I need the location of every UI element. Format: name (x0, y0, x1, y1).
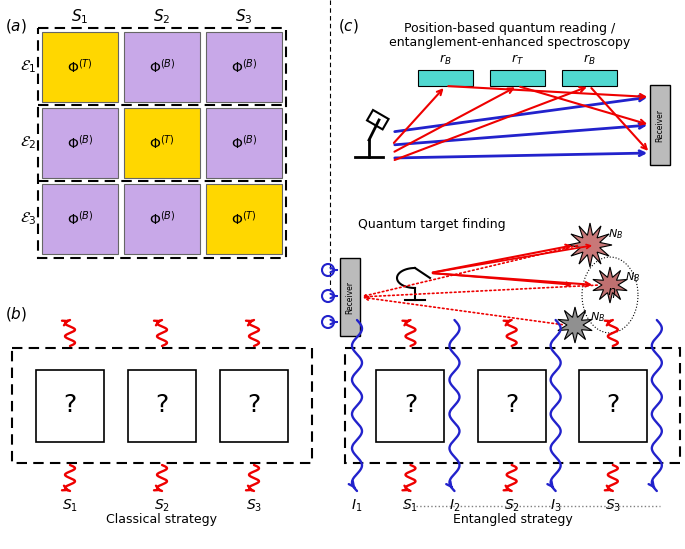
Text: Receiver: Receiver (656, 109, 664, 142)
Text: $\Phi^{(B)}$: $\Phi^{(B)}$ (66, 134, 93, 152)
Text: $\mathcal{E}_2$: $\mathcal{E}_2$ (20, 135, 36, 152)
Text: $(c)$: $(c)$ (338, 17, 359, 35)
Text: Quantum target finding: Quantum target finding (358, 218, 506, 231)
Text: $S_2$: $S_2$ (154, 498, 170, 514)
Bar (12, 348, 312, 463)
Text: $\Phi^{(B)}$: $\Phi^{(B)}$ (231, 58, 258, 76)
Text: $S_2$: $S_2$ (153, 7, 171, 26)
Polygon shape (568, 223, 612, 267)
Text: $\mathcal{E}_1$: $\mathcal{E}_1$ (20, 59, 36, 75)
Bar (42, 32, 118, 102)
Text: $(a)$: $(a)$ (5, 17, 27, 35)
Bar (124, 32, 200, 102)
Bar (206, 32, 282, 102)
Text: $r_T$: $r_T$ (511, 53, 524, 67)
Text: Receiver: Receiver (345, 281, 355, 313)
Text: $\Phi^{(B)}$: $\Phi^{(B)}$ (66, 210, 93, 228)
Text: $\eta$: $\eta$ (607, 286, 616, 300)
Bar (418, 70, 473, 86)
Bar (562, 70, 617, 86)
Bar (367, 110, 388, 130)
Text: Entangled strategy: Entangled strategy (453, 513, 573, 526)
Text: $\Phi^{(B)}$: $\Phi^{(B)}$ (149, 58, 175, 76)
Text: $N_B$: $N_B$ (608, 227, 623, 241)
Text: ?: ? (155, 394, 169, 417)
Text: $S_1$: $S_1$ (71, 7, 88, 26)
Text: $S_3$: $S_3$ (246, 498, 262, 514)
Bar (206, 108, 282, 178)
Text: ?: ? (404, 394, 417, 417)
Text: $(b)$: $(b)$ (5, 305, 27, 323)
Text: entanglement-enhanced spectroscopy: entanglement-enhanced spectroscopy (389, 36, 631, 49)
Text: $\Phi^{(T)}$: $\Phi^{(T)}$ (67, 58, 93, 76)
Text: ?: ? (247, 394, 260, 417)
Text: $S_2$: $S_2$ (503, 498, 520, 514)
Text: $S_3$: $S_3$ (605, 498, 621, 514)
Bar (377, 369, 445, 441)
Text: $I_2$: $I_2$ (449, 498, 460, 514)
Bar (579, 369, 647, 441)
Text: $N_B$: $N_B$ (590, 310, 605, 324)
Text: $S_1$: $S_1$ (403, 498, 419, 514)
Bar (345, 348, 680, 463)
Text: $\Phi^{(B)}$: $\Phi^{(B)}$ (231, 134, 258, 152)
Text: ?: ? (606, 394, 619, 417)
Bar (36, 369, 104, 441)
Text: Classical strategy: Classical strategy (106, 513, 218, 526)
Text: $N_B$: $N_B$ (625, 270, 640, 284)
Text: ?: ? (64, 394, 77, 417)
Text: $\Phi^{(T)}$: $\Phi^{(T)}$ (149, 134, 175, 152)
Bar (650, 85, 670, 165)
Text: $\mathcal{E}_3$: $\mathcal{E}_3$ (20, 211, 36, 227)
Text: Position-based quantum reading /: Position-based quantum reading / (404, 22, 616, 35)
Bar (220, 369, 288, 441)
Text: $\Phi^{(B)}$: $\Phi^{(B)}$ (149, 210, 175, 228)
Bar (38, 28, 286, 258)
Text: $r_B$: $r_B$ (439, 53, 452, 67)
Bar (490, 70, 545, 86)
Polygon shape (558, 307, 592, 343)
Text: $S_3$: $S_3$ (235, 7, 253, 26)
Bar (42, 108, 118, 178)
Bar (124, 184, 200, 254)
Text: $\Phi^{(T)}$: $\Phi^{(T)}$ (231, 210, 257, 228)
Text: ?: ? (505, 394, 519, 417)
Bar (124, 108, 200, 178)
Bar (340, 258, 360, 336)
Text: $r_B$: $r_B$ (583, 53, 596, 67)
Polygon shape (593, 267, 627, 303)
Bar (42, 184, 118, 254)
Text: $S_1$: $S_1$ (62, 498, 78, 514)
Bar (477, 369, 546, 441)
Bar (128, 369, 196, 441)
Text: $I_3$: $I_3$ (550, 498, 562, 514)
Text: $I_1$: $I_1$ (351, 498, 362, 514)
Bar (206, 184, 282, 254)
